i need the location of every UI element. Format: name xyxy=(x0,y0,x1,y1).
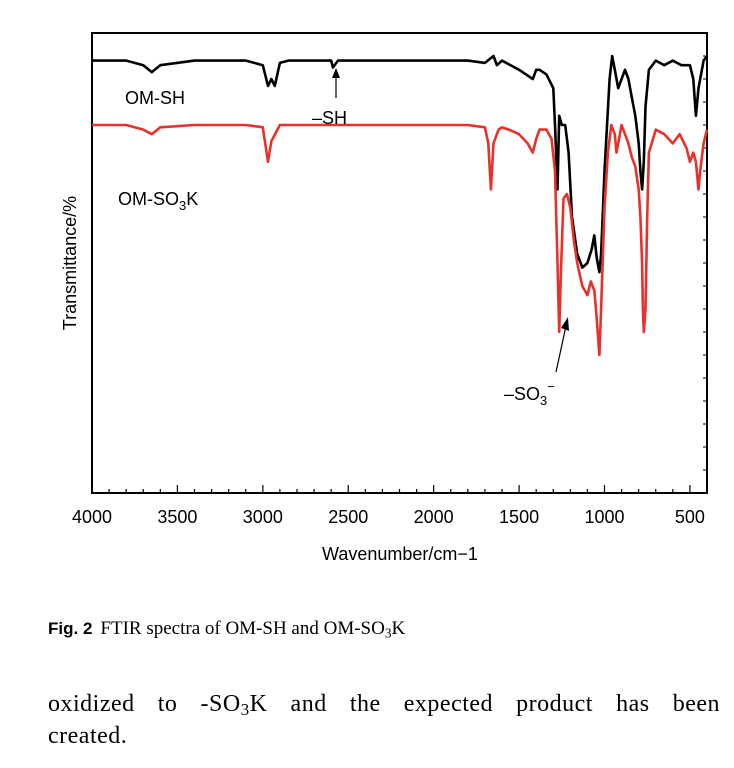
spectra-lines xyxy=(92,54,709,357)
x-axis-ticks xyxy=(91,485,708,493)
x-tick-label: 2500 xyxy=(328,507,368,527)
y-axis-label: Transmittance/% xyxy=(60,196,80,330)
sh-label: –SH xyxy=(312,108,347,128)
y-axis-ticks xyxy=(703,55,707,471)
x-tick-label: 2000 xyxy=(414,507,454,527)
body-line-1: oxidized to -SO3K and the expected produ… xyxy=(48,691,720,720)
x-axis-tick-labels: 4000 3500 3000 2500 2000 1500 1000 500 xyxy=(72,507,705,527)
series-label-om-so3k: OM-SO3K xyxy=(118,189,198,213)
series-line-om-so3k xyxy=(92,123,709,357)
series-line-om-sh xyxy=(92,54,709,274)
x-axis-label: Wavenumber/cm−1 xyxy=(322,544,478,564)
sh-arrowhead xyxy=(332,68,340,78)
figure-number: Fig. 2 xyxy=(48,619,93,638)
x-tick-label: 1000 xyxy=(584,507,624,527)
body-paragraph: oxidized to -SO3K and the expected produ… xyxy=(48,688,720,752)
x-tick-label: 4000 xyxy=(72,507,112,527)
caption-text: FTIR spectra of OM-SH and OM-SO3K xyxy=(100,618,406,641)
so3-label: –SO3− xyxy=(504,379,555,408)
series-label-om-sh: OM-SH xyxy=(125,88,185,108)
body-line-2: created. xyxy=(48,723,128,749)
x-tick-label: 3500 xyxy=(157,507,197,527)
so3-arrowhead xyxy=(561,317,569,331)
x-tick-label: 1500 xyxy=(499,507,539,527)
x-tick-label: 500 xyxy=(675,507,705,527)
so3-arrow xyxy=(555,325,567,373)
figure-caption: Fig. 2 FTIR spectra of OM-SH and OM-SO3K xyxy=(48,618,708,640)
x-tick-label: 3000 xyxy=(243,507,283,527)
ftir-chart: 4000 3500 3000 2500 2000 1500 1000 500 Wavenumb… xyxy=(60,32,709,564)
